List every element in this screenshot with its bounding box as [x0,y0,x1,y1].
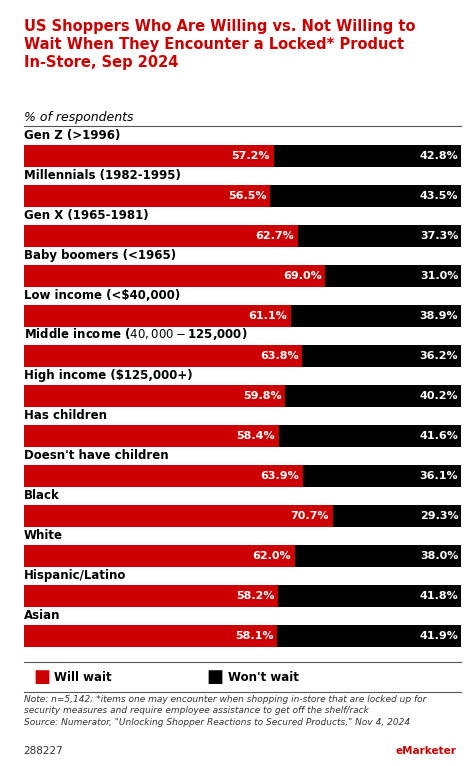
Text: Gen X (1965-1981): Gen X (1965-1981) [24,209,148,222]
Text: White: White [24,529,63,542]
Bar [274,146,461,167]
Bar [24,265,325,287]
Bar [298,225,461,247]
Bar [270,185,461,208]
Text: 56.5%: 56.5% [228,192,267,201]
Text: 62.0%: 62.0% [252,552,291,561]
Bar [24,425,279,447]
Text: 63.8%: 63.8% [260,352,299,362]
Text: 58.2%: 58.2% [236,591,274,601]
Text: 69.0%: 69.0% [283,271,321,281]
Text: 36.2%: 36.2% [420,352,458,362]
Text: Asian: Asian [24,610,60,623]
Bar [24,185,270,208]
Text: 58.4%: 58.4% [236,431,275,441]
Bar [24,385,285,408]
Bar [302,345,461,367]
Text: Doesn't have children: Doesn't have children [24,450,168,463]
Bar [278,585,461,607]
Text: Middle income ($40,000-$125,000): Middle income ($40,000-$125,000) [24,326,247,342]
Text: 58.1%: 58.1% [235,631,274,641]
Text: Won't wait: Won't wait [228,671,299,683]
Bar [24,146,274,167]
Text: 62.7%: 62.7% [255,231,294,241]
Bar [24,305,290,327]
Text: 38.0%: 38.0% [420,552,458,561]
Text: 43.5%: 43.5% [420,192,458,201]
Bar [24,345,302,367]
Text: 38.9%: 38.9% [420,311,458,321]
Bar [24,506,333,527]
Bar [290,305,461,327]
Text: Has children: Has children [24,410,107,423]
Bar [285,385,461,408]
Bar [24,625,277,647]
Bar [277,625,461,647]
Text: High income ($125,000+): High income ($125,000+) [24,369,192,382]
Text: Gen Z (>1996): Gen Z (>1996) [24,129,120,142]
Bar [24,545,295,568]
Text: 59.8%: 59.8% [243,391,282,401]
Text: eMarketer: eMarketer [395,746,456,756]
Bar [295,545,461,568]
Bar [279,425,461,447]
Text: 61.1%: 61.1% [248,311,287,321]
Text: 40.2%: 40.2% [420,391,458,401]
Bar [303,465,461,487]
Text: 288227: 288227 [24,746,63,756]
Text: Millennials (1982-1995): Millennials (1982-1995) [24,169,180,182]
Text: 36.1%: 36.1% [420,471,458,481]
Bar [24,465,303,487]
Text: ■: ■ [207,668,224,686]
Bar [333,506,461,527]
Bar [24,225,298,247]
Text: 29.3%: 29.3% [420,511,458,522]
Text: Low income (<$40,000): Low income (<$40,000) [24,290,180,303]
Text: US Shoppers Who Are Willing vs. Not Willing to
Wait When They Encounter a Locked: US Shoppers Who Are Willing vs. Not Will… [24,19,415,70]
Text: 57.2%: 57.2% [232,151,270,161]
Text: Black: Black [24,489,59,502]
Text: 41.9%: 41.9% [420,631,458,641]
Text: % of respondents: % of respondents [24,111,133,124]
Text: 31.0%: 31.0% [420,271,458,281]
Text: ■: ■ [33,668,50,686]
Text: 41.8%: 41.8% [420,591,458,601]
Text: 63.9%: 63.9% [260,471,299,481]
Text: Will wait: Will wait [54,671,112,683]
Text: 42.8%: 42.8% [420,151,458,161]
Text: Hispanic/Latino: Hispanic/Latino [24,569,126,582]
Text: 70.7%: 70.7% [290,511,329,522]
Text: Baby boomers (<1965): Baby boomers (<1965) [24,250,176,263]
Bar [24,585,278,607]
Text: 41.6%: 41.6% [420,431,458,441]
Bar [325,265,461,287]
Text: 37.3%: 37.3% [420,231,458,241]
Text: Note: n=5,142; *items one may encounter when shopping in-store that are locked u: Note: n=5,142; *items one may encounter … [24,695,426,727]
